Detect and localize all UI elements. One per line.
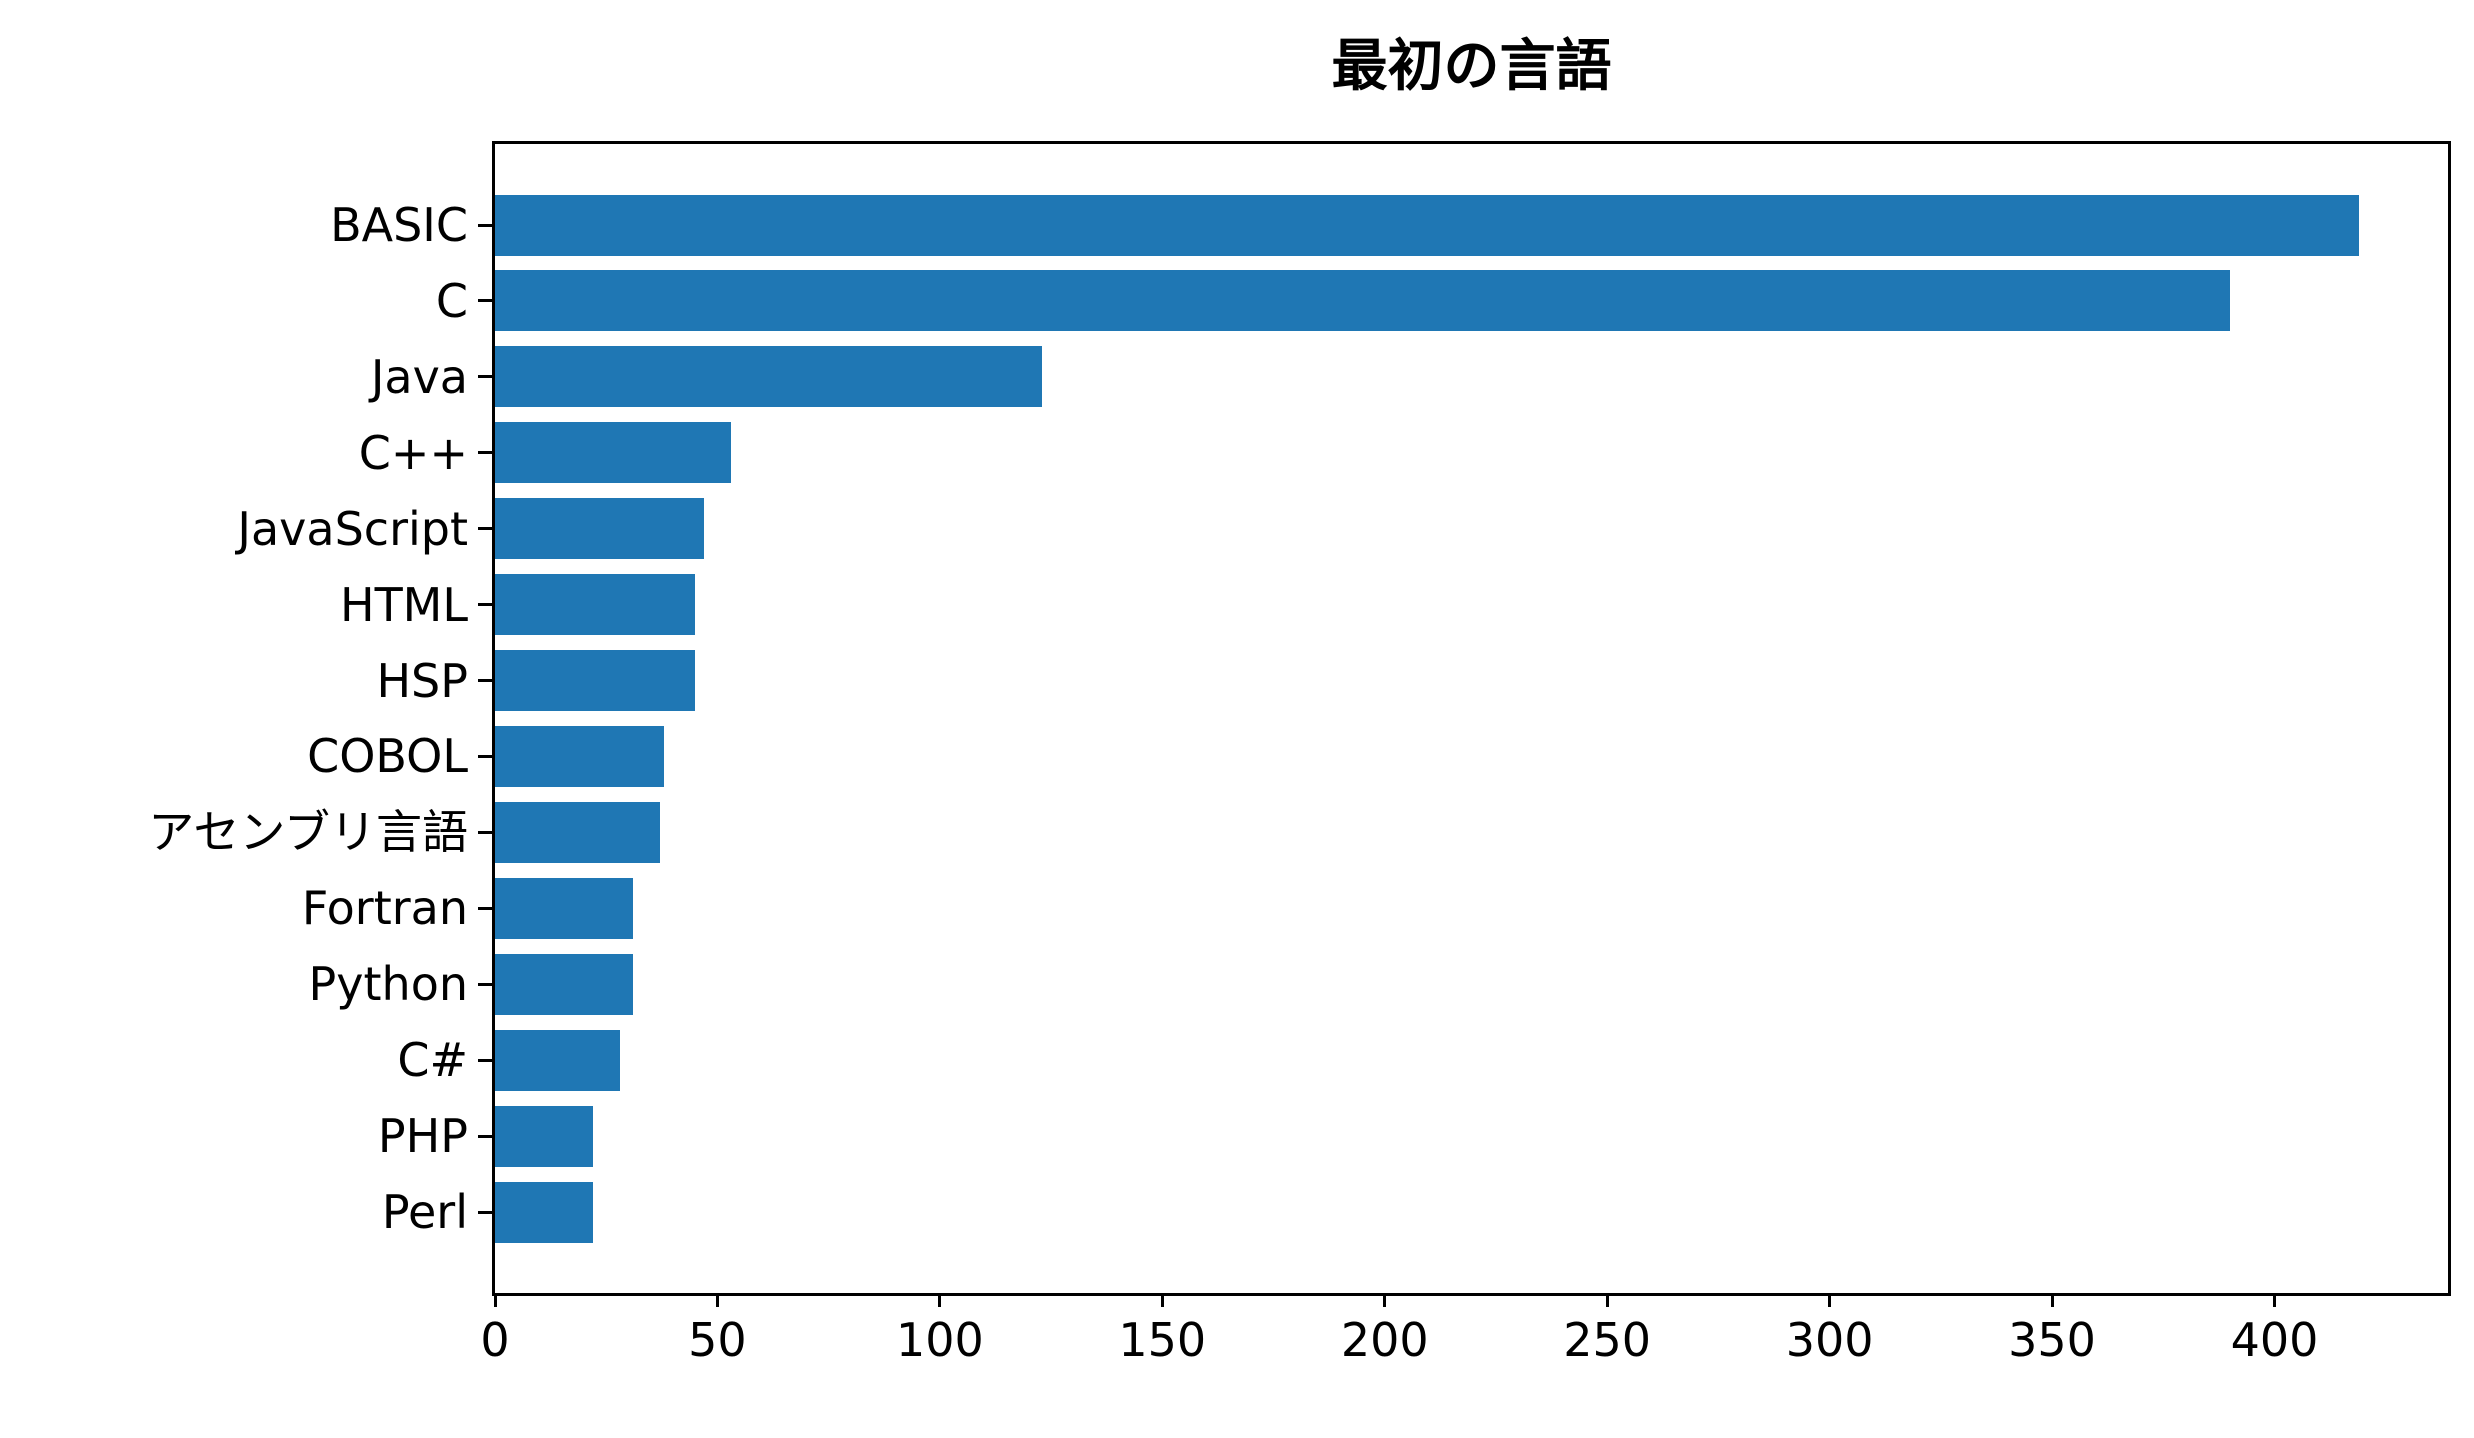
x-tick-mark <box>1160 1293 1164 1307</box>
x-tick-mark <box>1605 1293 1609 1307</box>
y-tick-label: C <box>435 273 468 328</box>
x-tick-label: 400 <box>2230 1313 2319 1367</box>
x-tick-label: 200 <box>1340 1313 1429 1367</box>
y-tick-label: JavaScript <box>237 501 468 556</box>
y-tick-label: Fortran <box>301 881 468 936</box>
x-tick-label: 100 <box>895 1313 984 1367</box>
y-tick-mark <box>478 1058 492 1062</box>
y-tick-label: PHP <box>377 1109 468 1164</box>
y-tick-label: BASIC <box>330 198 468 252</box>
x-tick-mark <box>938 1293 942 1307</box>
y-tick-label: HTML <box>339 577 468 632</box>
x-tick-mark <box>2050 1293 2054 1307</box>
x-tick-label: 350 <box>2008 1313 2096 1367</box>
y-tick-label: C++ <box>358 425 468 480</box>
y-tick-label: アセンブリ言語 <box>148 805 468 860</box>
bar <box>495 1029 620 1091</box>
y-tick-mark <box>478 679 492 683</box>
y-tick-label: Java <box>370 349 468 404</box>
y-tick-label: Perl <box>381 1185 468 1239</box>
y-tick-label: COBOL <box>307 729 468 784</box>
y-tick-mark <box>478 527 492 531</box>
y-tick-label: HSP <box>376 653 468 708</box>
bar <box>495 422 731 484</box>
bar <box>495 346 1043 408</box>
bar <box>495 953 633 1015</box>
x-tick-label: 0 <box>480 1313 510 1367</box>
bar <box>495 270 2230 332</box>
x-tick-label: 50 <box>688 1313 747 1367</box>
x-tick-label: 250 <box>1563 1313 1652 1367</box>
y-tick-mark <box>478 223 492 227</box>
y-tick-mark <box>478 451 492 455</box>
y-tick-mark <box>478 982 492 986</box>
x-tick-mark <box>715 1293 719 1307</box>
bar <box>495 1181 593 1243</box>
y-tick-mark <box>478 375 492 379</box>
y-tick-mark <box>478 754 492 758</box>
y-tick-label: C# <box>397 1033 468 1088</box>
x-tick-mark <box>2272 1293 2276 1307</box>
y-tick-mark <box>478 1134 492 1138</box>
bar <box>495 1105 593 1167</box>
chart-title: 最初の言語 <box>1331 34 1612 99</box>
x-tick-label: 300 <box>1785 1313 1874 1367</box>
bar <box>495 877 633 939</box>
y-tick-mark <box>478 906 492 910</box>
y-tick-mark <box>478 603 492 607</box>
bar <box>495 194 2360 256</box>
bar <box>495 725 665 787</box>
y-tick-label: Python <box>308 957 468 1012</box>
x-tick-mark <box>1383 1293 1387 1307</box>
plot-area: BASIC C Java C++ JavaScript HTML HSP COBOL アセンブリ… <box>148 141 2451 1363</box>
x-tick-label: 150 <box>1118 1313 1207 1367</box>
bar <box>495 574 696 636</box>
y-tick-mark <box>478 830 492 834</box>
y-tick-mark <box>478 1210 492 1214</box>
y-tick-mark <box>478 299 492 303</box>
bar <box>495 650 696 712</box>
bar <box>495 801 660 863</box>
bar <box>495 498 705 560</box>
x-tick-mark <box>1828 1293 1832 1307</box>
x-tick-mark <box>493 1293 497 1307</box>
